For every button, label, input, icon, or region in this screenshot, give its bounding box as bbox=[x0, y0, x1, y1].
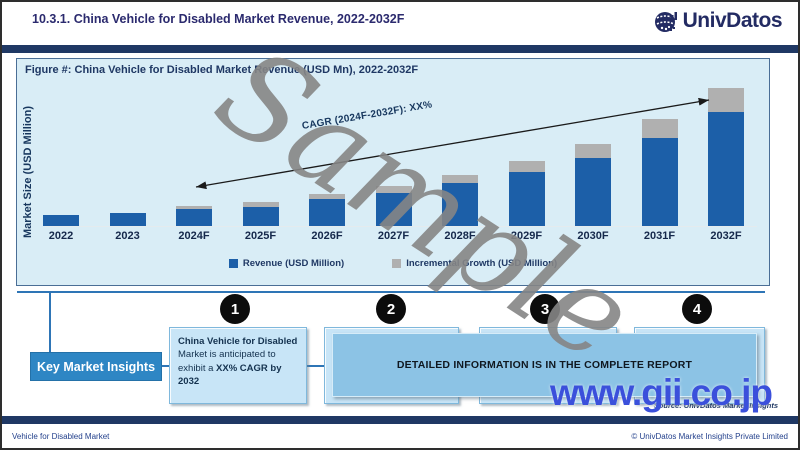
revenue-segment bbox=[43, 215, 79, 226]
complete-report-text: DETAILED INFORMATION IS IN THE COMPLETE … bbox=[396, 359, 693, 371]
revenue-legend-swatch-icon bbox=[228, 259, 238, 268]
step-circle-4: 4 bbox=[682, 294, 712, 324]
x-tick-label-2028F: 2028F bbox=[444, 230, 476, 242]
incremental-legend-swatch-icon bbox=[392, 259, 402, 268]
x-tick-label-2022: 2022 bbox=[48, 230, 74, 242]
connector-horizontal-line bbox=[17, 291, 765, 293]
incremental-segment bbox=[309, 194, 345, 199]
x-tick-label-2023: 2023 bbox=[115, 230, 140, 242]
bar-2022 bbox=[43, 215, 79, 226]
univdatos-logo-text: UnivDatos bbox=[682, 9, 783, 32]
key-market-insights-button: Key Market Insights bbox=[30, 352, 162, 381]
bar-2023 bbox=[109, 213, 146, 226]
incremental-segment bbox=[242, 202, 279, 207]
revenue-segment bbox=[176, 209, 212, 226]
revenue-segment bbox=[575, 158, 611, 226]
cagr-annotation: CAGR (2024F-2032F): XX% bbox=[301, 99, 434, 132]
x-tick-label-2030F: 2030F bbox=[577, 230, 609, 242]
revenue-segment bbox=[442, 183, 478, 226]
bar-2031F bbox=[641, 119, 678, 226]
bar-2029F bbox=[508, 161, 545, 226]
chart-legend: Revenue (USD Million) Incremental Growth… bbox=[17, 258, 769, 269]
bar-2025F bbox=[242, 202, 279, 226]
source-note: Source: UnivDatos Market Insights bbox=[653, 401, 778, 410]
revenue-segment bbox=[375, 193, 412, 226]
connector-vertical-line bbox=[49, 293, 51, 352]
legend-label-incremental: Incremental Growth (USD Million) bbox=[406, 258, 558, 269]
x-tick-label-2025F: 2025F bbox=[244, 230, 277, 242]
insight-box-1: China Vehicle for Disabled Market is ant… bbox=[169, 327, 307, 404]
connector-box1-to-box2 bbox=[307, 365, 324, 367]
bar-2030F bbox=[575, 144, 611, 226]
footer-report-name: Vehicle for Disabled Market bbox=[12, 432, 110, 441]
x-tick-label-2024F: 2024F bbox=[178, 230, 210, 242]
bar-2027F bbox=[375, 186, 412, 226]
revenue-segment bbox=[708, 112, 744, 226]
insight-box-1-line3: exhibit a XX% CAGR by 2032 bbox=[178, 362, 282, 388]
x-tick-label-2031F: 2031F bbox=[643, 230, 676, 242]
revenue-segment bbox=[309, 199, 345, 226]
step-circle-3: 3 bbox=[530, 294, 560, 324]
x-axis-baseline bbox=[45, 226, 757, 227]
bar-2032F bbox=[708, 88, 744, 226]
incremental-segment bbox=[641, 119, 678, 138]
incremental-segment bbox=[575, 144, 611, 158]
chart-figure: Figure #: China Vehicle for Disabled Mar… bbox=[16, 58, 770, 286]
revenue-segment bbox=[109, 213, 146, 226]
incremental-segment bbox=[508, 161, 545, 172]
bar-2026F bbox=[309, 194, 345, 226]
connector-button-to-box1 bbox=[162, 365, 170, 367]
step-circle-1: 1 bbox=[220, 294, 250, 324]
insight-box-1-line2: Market is anticipated to bbox=[178, 349, 276, 361]
univdatos-logo: UnivDatos bbox=[653, 7, 783, 35]
x-tick-label-2026F: 2026F bbox=[311, 230, 343, 242]
bar-2024F bbox=[176, 206, 212, 226]
bar-2028F bbox=[442, 175, 478, 226]
footer-copyright: © UnivDatos Market Insights Private Limi… bbox=[631, 432, 788, 441]
footer-divider-bar bbox=[2, 416, 798, 424]
incremental-segment bbox=[442, 175, 478, 183]
x-tick-label-2032F: 2032F bbox=[710, 230, 742, 242]
incremental-segment bbox=[708, 88, 744, 112]
insight-box-1-line1: China Vehicle for Disabled bbox=[178, 336, 298, 347]
step-circle-2: 2 bbox=[376, 294, 406, 324]
revenue-segment bbox=[508, 172, 545, 226]
univdatos-globe-icon bbox=[654, 12, 677, 32]
revenue-segment bbox=[641, 138, 678, 226]
legend-item-revenue: Revenue (USD Million) bbox=[228, 258, 345, 269]
x-tick-label-2027F: 2027F bbox=[377, 230, 410, 242]
complete-report-overlay: DETAILED INFORMATION IS IN THE COMPLETE … bbox=[332, 333, 757, 397]
incremental-segment bbox=[176, 206, 212, 209]
legend-label-revenue: Revenue (USD Million) bbox=[242, 258, 345, 269]
incremental-segment bbox=[375, 186, 412, 193]
legend-item-incremental: Incremental Growth (USD Million) bbox=[392, 258, 557, 269]
header-divider-bar bbox=[2, 45, 798, 53]
revenue-segment bbox=[242, 207, 279, 226]
page-title: 10.3.1. China Vehicle for Disabled Marke… bbox=[32, 12, 405, 26]
figure-title: Figure #: China Vehicle for Disabled Mar… bbox=[25, 64, 419, 76]
x-tick-label-2029F: 2029F bbox=[510, 230, 543, 242]
